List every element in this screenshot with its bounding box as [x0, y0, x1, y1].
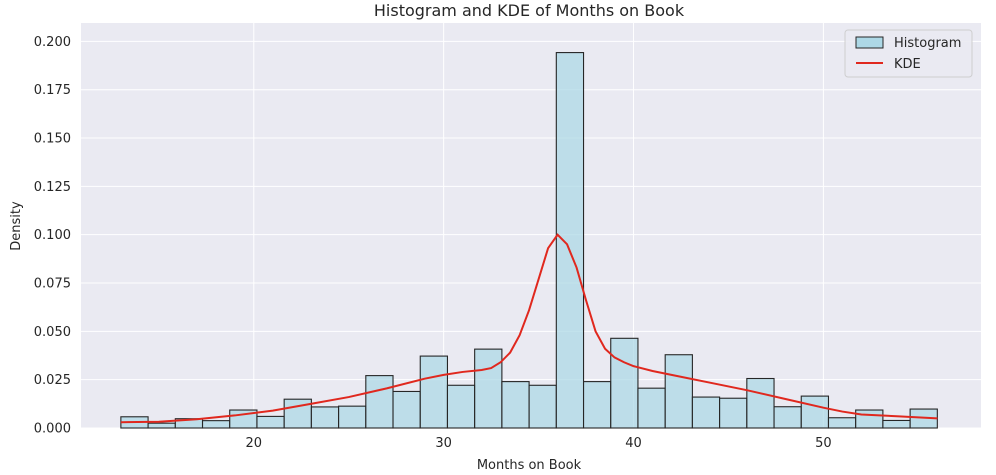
histogram-bar — [201, 420, 231, 429]
histogram-bar — [664, 354, 693, 429]
histogram-bar — [610, 337, 639, 429]
histogram-bars — [120, 52, 938, 429]
x-axis-label: Months on Book — [477, 458, 582, 473]
histogram-bar — [365, 375, 394, 429]
plot-background — [81, 23, 981, 428]
histogram-bar — [746, 377, 775, 429]
y-tick-label: 0.075 — [34, 277, 71, 292]
histogram-bar — [528, 384, 557, 429]
histogram-bar — [147, 422, 176, 429]
chart-title: Histogram and KDE of Months on Book — [374, 1, 685, 20]
histogram-bar — [719, 397, 748, 429]
y-tick-label: 0.200 — [34, 35, 71, 50]
histogram-bar — [555, 52, 585, 429]
y-tick-label: 0.000 — [34, 422, 71, 437]
legend-histogram-label: Histogram — [894, 36, 961, 51]
y-tick-label: 0.025 — [34, 373, 71, 388]
histogram-bar — [419, 355, 449, 429]
legend-kde-label: KDE — [894, 57, 921, 72]
histogram-bar — [582, 381, 612, 429]
y-tick-label: 0.125 — [34, 180, 71, 195]
x-tick-labels: 20 30 40 50 — [246, 436, 832, 451]
y-tick-label: 0.175 — [34, 83, 71, 98]
x-tick-label: 40 — [625, 436, 642, 451]
x-tick-label: 30 — [435, 436, 452, 451]
histogram-bar — [637, 387, 666, 429]
kde-line — [120, 233, 938, 424]
histogram-bar — [310, 406, 340, 429]
histogram-bar — [256, 415, 285, 429]
histogram-bar — [773, 406, 802, 429]
y-tick-label: 0.100 — [34, 228, 71, 243]
histogram-bar — [501, 381, 530, 429]
y-axis-label: Density — [9, 201, 24, 251]
legend-histogram-swatch — [855, 36, 884, 49]
histogram-bar — [474, 348, 503, 429]
histogram-bar — [800, 395, 830, 429]
histogram-bar — [855, 409, 884, 429]
y-tick-labels: 0.000 0.025 0.050 0.075 0.100 0.125 0.150 0.175… — [34, 35, 71, 437]
histogram-bar — [392, 390, 421, 429]
histogram-bar — [338, 405, 367, 429]
x-tick-label: 50 — [815, 436, 832, 451]
histogram-bar — [446, 384, 476, 429]
histogram-bar — [827, 417, 857, 429]
y-tick-label: 0.150 — [34, 132, 71, 147]
y-tick-label: 0.050 — [34, 325, 71, 340]
histogram-bar — [691, 396, 721, 429]
histogram-bar — [882, 419, 911, 429]
x-tick-label: 20 — [246, 436, 263, 451]
legend: Histogram KDE — [844, 29, 973, 78]
